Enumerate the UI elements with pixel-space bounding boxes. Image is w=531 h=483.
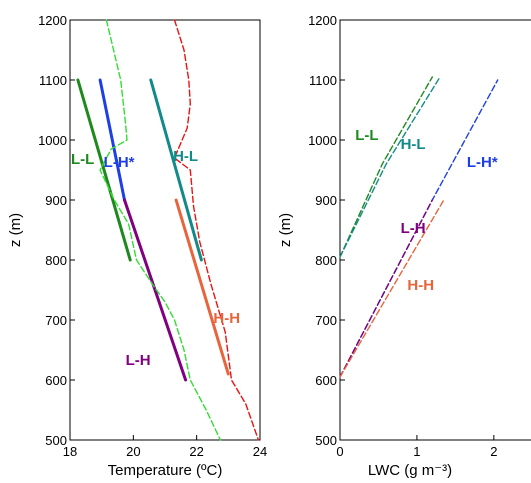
temperature-x-tick-label: 22 — [189, 444, 203, 459]
temperature-y-tick-label: 1100 — [39, 73, 67, 88]
temperature-x-axis-label: Temperature (ºC) — [108, 462, 223, 479]
lwc-label-h-h: H-H — [407, 277, 434, 294]
lwc-panel: 0 1 2 500 600 700 800 900 1000 1100 1200 L-L H-L L-H… — [277, 13, 531, 479]
temperature-label-l-l: L-L — [71, 151, 94, 168]
temperature-annotation-layer: L-L L-H* H-L L-H H-H — [71, 148, 240, 369]
temperature-label-h-l: H-L — [173, 148, 198, 165]
temperature-y-tick-label: 900 — [45, 193, 67, 208]
temperature-plot-frame — [69, 19, 261, 441]
lwc-y-tick-label: 1100 — [309, 73, 337, 88]
temperature-series-l-h — [98, 78, 126, 202]
temperature-series-h-l — [149, 78, 203, 262]
lwc-series-l-h — [339, 199, 433, 378]
temperature-y-tick-label: 500 — [45, 433, 67, 448]
temperature-series-l-h — [123, 198, 188, 382]
lwc-x-tick-label: 1 — [413, 444, 420, 459]
lwc-series-h-h — [339, 199, 445, 378]
lwc-y-tick-label: 900 — [315, 193, 337, 208]
lwc-series-layer — [339, 76, 499, 378]
lwc-plot-frame — [339, 19, 531, 441]
lwc-x-tick-label: 2 — [490, 444, 497, 459]
temperature-x-tick-label: 24 — [253, 444, 267, 459]
temperature-y-tick-label: 1200 — [38, 13, 67, 28]
lwc-tick-layer: 0 1 2 500 600 700 800 900 1000 1100 1200 — [308, 13, 497, 459]
temperature-y-tick-label: 600 — [45, 373, 67, 388]
temperature-x-tick-label: 20 — [126, 444, 140, 459]
lwc-x-tick-label: 0 — [336, 444, 343, 459]
temperature-label-h-h: H-H — [213, 310, 240, 327]
temperature-series-h-h — [174, 198, 230, 376]
temperature-series-layer — [76, 19, 260, 441]
temperature-y-tick-label: 700 — [45, 313, 67, 328]
temperature-y-tick-label: 800 — [45, 253, 67, 268]
temperature-x-tick-label: 18 — [63, 444, 77, 459]
lwc-y-axis-label: z (m) — [277, 213, 294, 247]
temperature-series-l-l — [76, 78, 132, 262]
temperature-series-dashed-6 — [173, 19, 260, 441]
temperature-label-l-h: L-H* — [104, 154, 135, 171]
lwc-y-tick-label: 500 — [315, 433, 337, 448]
lwc-y-tick-label: 600 — [315, 373, 337, 388]
temperature-tick-layer: 18 20 22 24 500 600 700 800 900 1000 1100 1200 — [38, 13, 267, 459]
lwc-series-h-l — [339, 76, 441, 258]
lwc-x-axis-label: LWC (g m⁻³) — [368, 462, 452, 479]
lwc-y-tick-label: 800 — [315, 253, 337, 268]
lwc-series-l-l — [339, 76, 433, 258]
temperature-label-l-h: L-H — [126, 352, 151, 369]
temperature-y-axis-label: z (m) — [7, 213, 24, 247]
lwc-annotation-layer: L-L H-L L-H* L-H H-H — [355, 127, 498, 294]
lwc-y-tick-label: 1200 — [308, 13, 337, 28]
lwc-label-h-l: H-L — [401, 136, 426, 153]
temperature-series-dashed-5 — [99, 19, 222, 441]
lwc-label-l-h: L-H — [401, 220, 426, 237]
temperature-y-tick-label: 1000 — [38, 133, 67, 148]
lwc-label-l-h: L-H* — [467, 154, 498, 171]
lwc-y-tick-label: 700 — [315, 313, 337, 328]
lwc-label-l-l: L-L — [355, 127, 378, 144]
lwc-y-tick-label: 1000 — [308, 133, 337, 148]
